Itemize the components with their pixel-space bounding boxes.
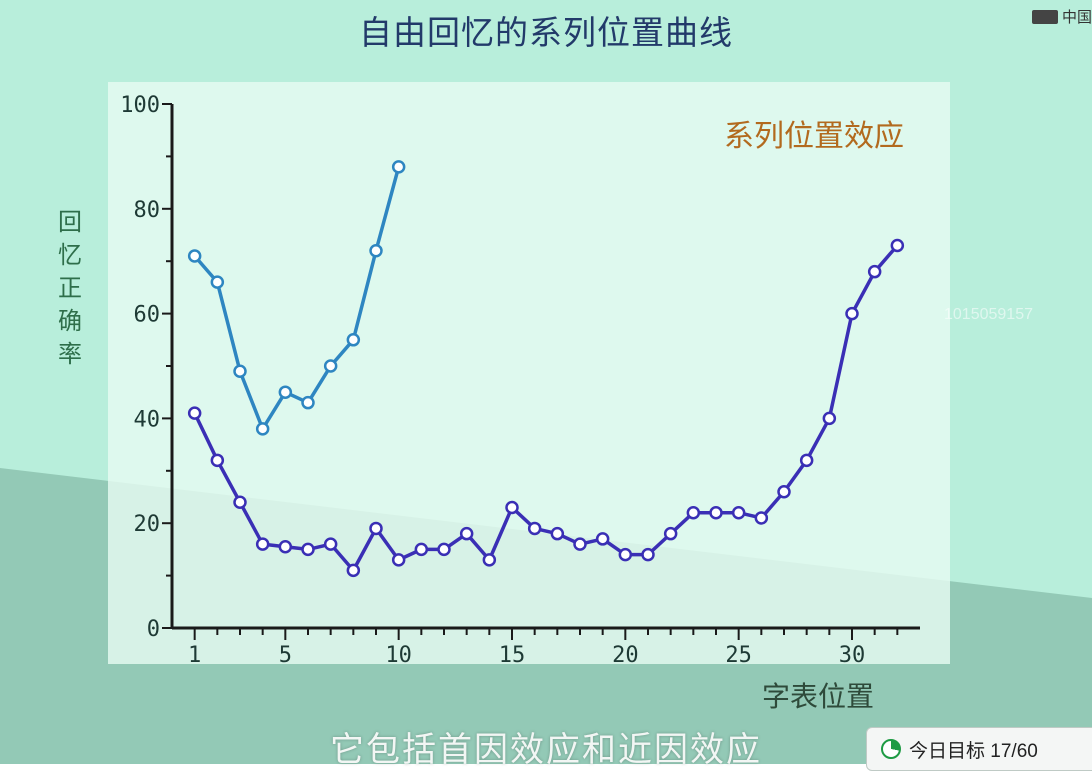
data-point xyxy=(686,505,701,520)
data-point xyxy=(369,521,383,536)
y-tick-label: 100 xyxy=(120,93,160,118)
y-axis-label: 回忆正确率 xyxy=(58,208,82,368)
page-title: 自由回忆的系列位置曲线 xyxy=(359,13,733,52)
data-point xyxy=(641,547,655,562)
x-tick-label: 10 xyxy=(385,643,412,668)
daily-goal-widget[interactable]: 今日目标 17/60 xyxy=(866,727,1092,771)
data-point xyxy=(323,359,338,373)
progress-ring-icon xyxy=(881,739,901,759)
y-axis-label-char: 确 xyxy=(58,307,82,335)
data-point xyxy=(255,422,270,436)
data-point xyxy=(618,547,633,562)
series-layer xyxy=(187,160,905,578)
y-tick-label: 20 xyxy=(134,512,161,537)
y-tick-label: 40 xyxy=(134,407,161,432)
data-point xyxy=(505,500,519,515)
x-tick-label: 15 xyxy=(499,643,526,668)
data-point xyxy=(799,453,814,468)
data-point xyxy=(301,395,315,410)
data-point xyxy=(210,275,225,289)
data-point xyxy=(845,306,859,321)
data-point xyxy=(346,563,361,578)
data-point xyxy=(437,542,451,557)
data-point xyxy=(414,542,429,557)
data-point xyxy=(663,526,678,541)
watermark: 1015059157 xyxy=(944,306,1033,323)
x-tick-label: 5 xyxy=(279,643,292,668)
data-point xyxy=(527,521,542,536)
data-point xyxy=(323,537,338,551)
data-point xyxy=(822,411,837,426)
data-point xyxy=(777,485,791,499)
data-point xyxy=(278,540,293,554)
x-axis-label: 字表位置 xyxy=(762,680,874,713)
plot-panel xyxy=(108,82,950,664)
chart-annotation: 系列位置效应 xyxy=(724,119,904,154)
data-point xyxy=(595,532,610,546)
series-line xyxy=(193,166,401,431)
data-point xyxy=(346,333,361,347)
x-tick-label: 30 xyxy=(839,643,866,668)
y-axis-label-char: 率 xyxy=(58,340,82,368)
y-axis-label-char: 忆 xyxy=(58,241,82,269)
data-point xyxy=(210,453,225,468)
data-point xyxy=(573,537,587,551)
data-point xyxy=(890,238,905,253)
data-point xyxy=(391,160,406,174)
data-point xyxy=(233,495,247,509)
video-caption: 它包括首因效应和近因效应 xyxy=(330,730,762,770)
daily-goal-label: 今日目标 17/60 xyxy=(909,740,1038,762)
brand-logo: 中国 xyxy=(1031,6,1092,27)
x-tick-label: 25 xyxy=(725,643,752,668)
data-point xyxy=(278,385,293,399)
data-point xyxy=(391,553,406,567)
y-tick-label: 60 xyxy=(134,303,161,328)
data-point xyxy=(301,542,315,557)
y-axis-label-char: 正 xyxy=(58,274,82,302)
data-point xyxy=(255,537,270,551)
data-point xyxy=(187,249,202,263)
x-tick-label: 20 xyxy=(612,643,639,668)
data-point xyxy=(482,553,497,567)
brand-text: 中国 xyxy=(1061,8,1092,26)
x-tick-label: 1 xyxy=(188,643,201,668)
data-point xyxy=(550,526,565,541)
data-point xyxy=(867,264,882,279)
data-point xyxy=(233,364,247,378)
y-tick-label: 80 xyxy=(134,198,161,223)
data-point xyxy=(709,505,723,520)
book-icon xyxy=(1031,9,1058,24)
y-axis-label-char: 回 xyxy=(58,208,82,236)
data-point xyxy=(459,526,474,541)
data-point xyxy=(731,505,746,520)
y-tick-label: 0 xyxy=(147,617,160,642)
data-point xyxy=(187,406,202,420)
data-point xyxy=(369,243,383,258)
data-point xyxy=(754,511,769,525)
